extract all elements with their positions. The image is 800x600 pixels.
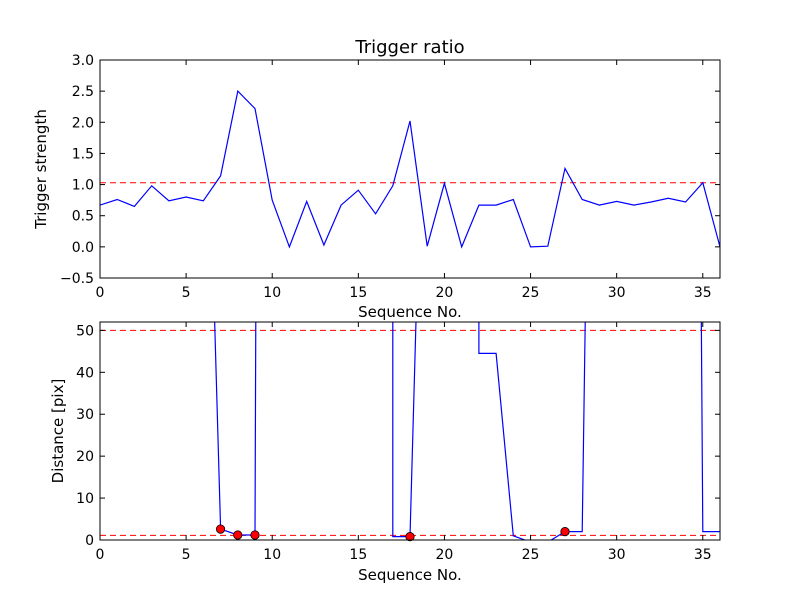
series-line [214, 322, 257, 536]
x-tick-label: 35 [694, 285, 712, 301]
data-point [250, 530, 260, 540]
x-tick-label: 0 [96, 547, 105, 563]
y-axis-label: Distance [pix] [49, 379, 67, 484]
trigger-ratio-chart: Trigger ratio Sequence No. Trigger stren… [32, 37, 721, 321]
y-tick-label: 30 [76, 407, 94, 423]
x-axis-label: Sequence No. [358, 566, 462, 584]
y-tick-label: −0.5 [60, 271, 94, 287]
x-tick-label: 15 [349, 547, 367, 563]
x-tick-label: 35 [694, 547, 712, 563]
data-point [215, 524, 226, 534]
plot-area: 0 5 10 15 20 25 30 35 0 10 20 30 40 50 [76, 321, 721, 563]
distance-chart: Sequence No. Distance [pix] 0 5 10 15 20 25 30… [49, 321, 721, 584]
x-tick-label: 10 [263, 285, 281, 301]
y-tick-label: 0.0 [72, 240, 94, 256]
y-tick-label: 1.5 [72, 146, 94, 162]
y-tick-label: 2.5 [72, 84, 94, 100]
x-tick-label: 20 [436, 285, 454, 301]
y-tick-label: 50 [76, 323, 94, 339]
x-tick-label: 5 [182, 547, 191, 563]
y-tick-label: 20 [76, 449, 94, 465]
x-tick-label: 20 [436, 547, 454, 563]
x-tick-label: 30 [608, 547, 626, 563]
x-tick-label: 0 [96, 285, 105, 301]
x-tick-label: 25 [522, 547, 540, 563]
y-tick-label: 2.0 [72, 115, 94, 131]
plot-area: 0 5 10 15 20 25 30 35 −0.5 0.0 0.5 1.0 1.5 2.0 2.5 3.0 [60, 53, 721, 301]
data-point [405, 532, 415, 542]
y-tick-label: 40 [76, 365, 94, 381]
y-tick-label: 1.0 [72, 178, 94, 194]
x-tick-label: 15 [349, 285, 367, 301]
x-tick-label: 25 [522, 285, 540, 301]
data-point [233, 530, 243, 540]
series-line [100, 89, 720, 249]
axes-frame [99, 321, 721, 541]
x-tick-label: 30 [608, 285, 626, 301]
series-line [478, 322, 586, 540]
data-point [560, 527, 570, 537]
y-tick-label: 3.0 [72, 53, 94, 69]
y-tick-label: 10 [76, 491, 94, 507]
x-axis-label: Sequence No. [358, 303, 462, 321]
x-tick-label: 10 [263, 547, 281, 563]
x-tick-label: 5 [182, 285, 191, 301]
chart-title: Trigger ratio [354, 37, 464, 58]
axes-frame [99, 59, 721, 279]
series-line [700, 322, 720, 533]
y-axis-label: Trigger strength [32, 109, 50, 230]
series-line [392, 322, 417, 538]
y-tick-label: 0 [85, 533, 94, 549]
y-tick-label: 0.5 [72, 209, 94, 225]
